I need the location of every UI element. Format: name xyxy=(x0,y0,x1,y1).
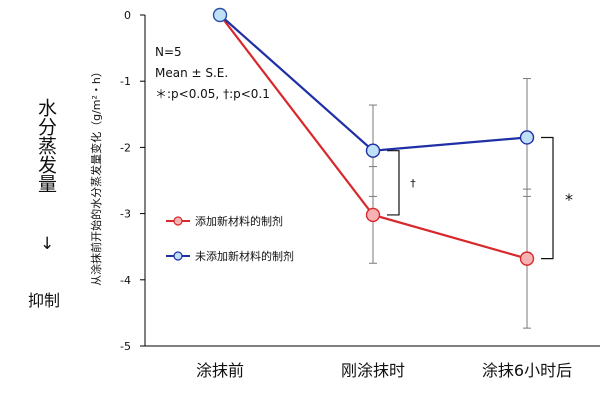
data-point xyxy=(365,207,381,223)
suppress-label: 抑制 xyxy=(28,291,61,310)
legend-label-2: 未添加新材料的制剂 xyxy=(195,249,294,263)
data-point xyxy=(212,7,228,23)
stats-text-1: N=5 xyxy=(155,45,182,59)
legend-marker-2 xyxy=(173,251,183,261)
significance-bracket-dagger xyxy=(387,150,400,216)
down-arrow-icon: ↓ xyxy=(40,234,55,254)
legend-label-1: 添加新材料的制剂 xyxy=(195,214,283,228)
vertical-label-evaporation: 水分蒸发量 xyxy=(35,98,57,193)
stats-text-2: Mean ± S.E. xyxy=(155,66,228,80)
legend-marker-1 xyxy=(173,216,183,226)
significance-mark-star: * xyxy=(565,190,573,209)
data-point xyxy=(519,130,535,145)
stats-text-3: ＊:p<0.05, †:p<0.1 xyxy=(155,87,270,101)
y-tick-label: -4 xyxy=(120,274,131,287)
x-tick-label: 涂抹6小时后 xyxy=(482,361,572,380)
y-axis-title: 从涂抹前开始的水分蒸发量变化（g/m²・h） xyxy=(89,66,103,286)
x-tick-label: 刚涂抹时 xyxy=(341,361,405,380)
y-tick-label: 0 xyxy=(124,9,131,22)
y-tick-label: -5 xyxy=(120,340,131,353)
significance-mark-dagger: † xyxy=(410,177,416,190)
data-point xyxy=(519,251,535,266)
y-tick-label: -1 xyxy=(120,75,131,88)
significance-bracket-star xyxy=(541,136,554,260)
x-tick-label: 涂抹前 xyxy=(196,361,244,380)
data-point xyxy=(365,143,381,158)
y-tick-label: -3 xyxy=(120,208,131,221)
y-tick-label: -2 xyxy=(120,141,131,154)
